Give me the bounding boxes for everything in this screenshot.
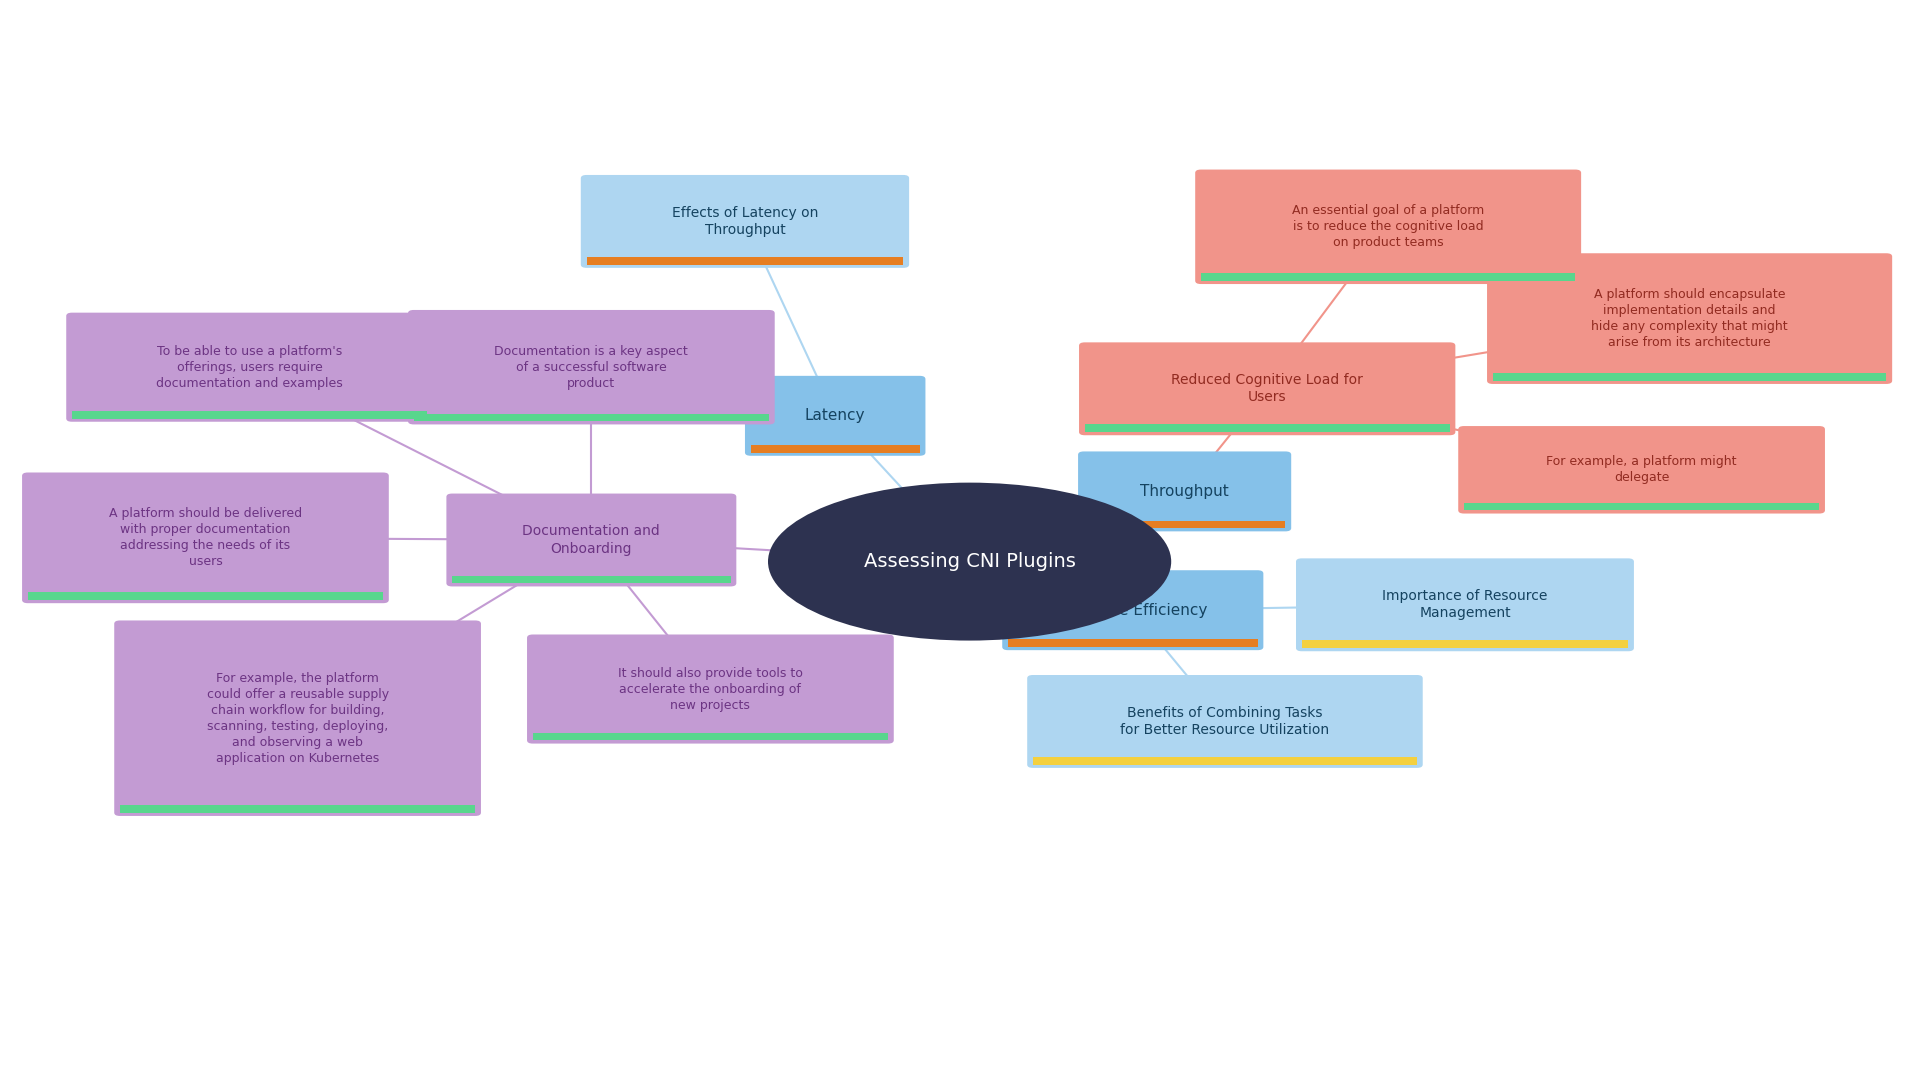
FancyBboxPatch shape: [532, 732, 887, 741]
Text: Importance of Resource
Management: Importance of Resource Management: [1382, 590, 1548, 620]
Text: Benefits of Combining Tasks
for Better Resource Utilization: Benefits of Combining Tasks for Better R…: [1121, 706, 1329, 737]
FancyBboxPatch shape: [1002, 570, 1263, 650]
Text: It should also provide tools to
accelerate the onboarding of
new projects: It should also provide tools to accelera…: [618, 666, 803, 712]
FancyBboxPatch shape: [1494, 373, 1885, 381]
Text: An essential goal of a platform
is to reduce the cognitive load
on product teams: An essential goal of a platform is to re…: [1292, 204, 1484, 249]
Text: Documentation is a key aspect
of a successful software
product: Documentation is a key aspect of a succe…: [495, 345, 687, 390]
FancyBboxPatch shape: [1083, 521, 1286, 528]
Text: Assessing CNI Plugins: Assessing CNI Plugins: [864, 552, 1075, 571]
Text: To be able to use a platform's
offerings, users require
documentation and exampl: To be able to use a platform's offerings…: [156, 345, 344, 390]
FancyBboxPatch shape: [1463, 503, 1820, 510]
FancyBboxPatch shape: [1027, 675, 1423, 768]
Text: Throughput: Throughput: [1140, 484, 1229, 499]
FancyBboxPatch shape: [526, 634, 893, 743]
FancyBboxPatch shape: [580, 175, 910, 268]
Text: Resource Efficiency: Resource Efficiency: [1058, 603, 1208, 618]
FancyBboxPatch shape: [588, 257, 902, 265]
FancyBboxPatch shape: [1033, 757, 1417, 765]
FancyBboxPatch shape: [1079, 451, 1290, 531]
Text: For example, a platform might
delegate: For example, a platform might delegate: [1546, 456, 1738, 484]
FancyBboxPatch shape: [407, 310, 774, 424]
FancyBboxPatch shape: [1194, 170, 1580, 284]
FancyBboxPatch shape: [415, 414, 768, 421]
FancyBboxPatch shape: [1296, 558, 1634, 651]
FancyBboxPatch shape: [1085, 424, 1450, 432]
FancyBboxPatch shape: [23, 473, 388, 603]
FancyBboxPatch shape: [745, 376, 925, 456]
Text: Latency: Latency: [804, 408, 866, 423]
FancyBboxPatch shape: [1459, 426, 1824, 514]
Text: For example, the platform
could offer a reusable supply
chain workflow for build: For example, the platform could offer a …: [207, 672, 388, 765]
FancyBboxPatch shape: [1079, 342, 1455, 435]
FancyBboxPatch shape: [445, 494, 735, 586]
FancyBboxPatch shape: [119, 806, 476, 813]
Ellipse shape: [768, 483, 1171, 640]
Text: Reduced Cognitive Load for
Users: Reduced Cognitive Load for Users: [1171, 374, 1363, 404]
FancyBboxPatch shape: [453, 576, 730, 583]
FancyBboxPatch shape: [1008, 639, 1258, 647]
FancyBboxPatch shape: [27, 592, 384, 599]
FancyBboxPatch shape: [73, 411, 426, 418]
FancyBboxPatch shape: [1202, 273, 1574, 281]
FancyBboxPatch shape: [115, 620, 480, 816]
FancyBboxPatch shape: [1486, 253, 1891, 384]
Text: A platform should be delivered
with proper documentation
addressing the needs of: A platform should be delivered with prop…: [109, 508, 301, 568]
FancyBboxPatch shape: [751, 445, 920, 453]
Text: A platform should encapsulate
implementation details and
hide any complexity tha: A platform should encapsulate implementa…: [1592, 288, 1788, 349]
FancyBboxPatch shape: [65, 313, 434, 421]
Text: Effects of Latency on
Throughput: Effects of Latency on Throughput: [672, 206, 818, 237]
Text: Documentation and
Onboarding: Documentation and Onboarding: [522, 525, 660, 555]
FancyBboxPatch shape: [1302, 640, 1628, 648]
